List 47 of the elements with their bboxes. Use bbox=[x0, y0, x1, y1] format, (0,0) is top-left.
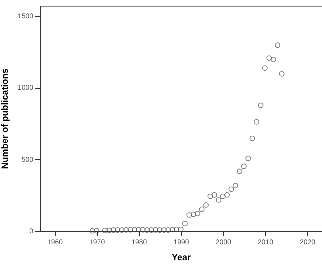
point bbox=[212, 192, 218, 198]
point bbox=[178, 226, 184, 232]
point bbox=[157, 228, 163, 234]
point bbox=[224, 192, 230, 198]
point bbox=[241, 164, 247, 170]
point bbox=[246, 156, 252, 162]
x-axis-title: Year bbox=[172, 252, 192, 262]
point bbox=[199, 206, 205, 212]
point bbox=[90, 228, 96, 234]
point bbox=[174, 226, 180, 232]
point bbox=[266, 56, 272, 62]
point bbox=[161, 228, 167, 234]
point bbox=[94, 228, 100, 234]
point bbox=[232, 183, 238, 189]
point bbox=[195, 211, 201, 217]
point bbox=[250, 136, 256, 142]
point bbox=[279, 71, 285, 77]
point bbox=[128, 227, 134, 233]
point bbox=[262, 66, 268, 72]
point bbox=[102, 228, 108, 234]
point bbox=[124, 227, 130, 233]
point bbox=[140, 227, 146, 233]
point bbox=[190, 212, 196, 218]
point bbox=[228, 186, 234, 192]
point bbox=[275, 42, 281, 48]
point bbox=[204, 202, 209, 208]
y-axis-title: Number of publications bbox=[0, 68, 10, 170]
point bbox=[182, 221, 188, 227]
point bbox=[136, 227, 142, 233]
point bbox=[186, 212, 192, 218]
point bbox=[237, 168, 243, 174]
point bbox=[148, 228, 154, 234]
point bbox=[220, 194, 226, 200]
point bbox=[132, 227, 138, 233]
point bbox=[106, 228, 112, 234]
point bbox=[254, 119, 260, 125]
point bbox=[216, 197, 222, 203]
point bbox=[144, 228, 150, 234]
point bbox=[270, 57, 276, 62]
point bbox=[110, 228, 116, 234]
point bbox=[258, 102, 264, 108]
point bbox=[153, 227, 158, 233]
point bbox=[115, 228, 121, 234]
point bbox=[119, 228, 125, 234]
point bbox=[166, 228, 172, 234]
point bbox=[208, 194, 214, 200]
point bbox=[170, 227, 176, 233]
